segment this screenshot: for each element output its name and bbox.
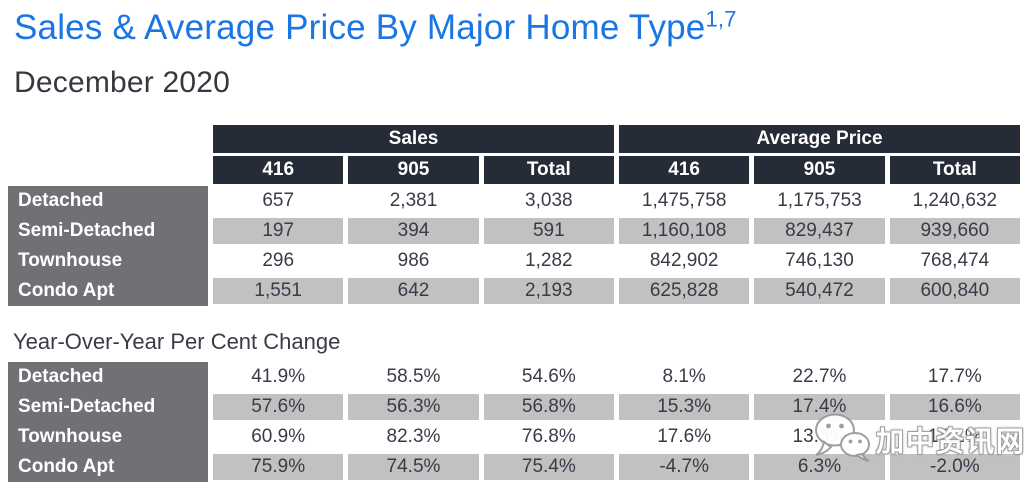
cell-yoy-sales-total: 75.4% (483, 452, 614, 482)
column-header-price-total: Total (889, 156, 1020, 184)
row-label: Condo Apt (8, 276, 208, 306)
cell-sales-905: 394 (348, 216, 479, 246)
yoy-row-condo-apt: Condo Apt 75.9% 74.5% 75.4% -4.7% 6.3% -… (8, 452, 1020, 482)
cell-sales-total: 2,193 (483, 276, 614, 306)
cell-sales-905: 2,381 (348, 186, 479, 216)
row-label: Detached (8, 362, 208, 392)
yoy-row-semi-detached: Semi-Detached 57.6% 56.3% 56.8% 15.3% 17… (8, 392, 1020, 422)
column-group-sales: Sales (213, 125, 614, 153)
cell-yoy-price-416: 17.6% (618, 422, 750, 452)
cell-sales-416: 296 (213, 246, 344, 276)
cell-yoy-sales-total: 54.6% (483, 362, 614, 392)
column-group-average-price: Average Price (619, 125, 1020, 153)
cell-yoy-sales-905: 58.5% (348, 362, 479, 392)
cell-sales-905: 642 (348, 276, 479, 306)
cell-yoy-price-905: 22.7% (754, 362, 885, 392)
cell-price-total: 1,240,632 (889, 186, 1020, 216)
header-spacer (8, 125, 208, 153)
table-row-semi-detached: Semi-Detached 197 394 591 1,160,108 829,… (8, 216, 1020, 246)
cell-yoy-price-total: -2.0% (889, 452, 1020, 482)
cell-sales-905: 986 (348, 246, 479, 276)
section-title-yoy: Year-Over-Year Per Cent Change (13, 329, 341, 354)
cell-price-416: 842,902 (618, 246, 750, 276)
cell-yoy-sales-905: 74.5% (348, 452, 479, 482)
cell-yoy-sales-905: 56.3% (348, 392, 479, 422)
cell-sales-total: 3,038 (483, 186, 614, 216)
cell-sales-total: 591 (483, 216, 614, 246)
cell-sales-416: 1,551 (213, 276, 344, 306)
cell-sales-416: 657 (213, 186, 344, 216)
cell-price-total: 939,660 (889, 216, 1020, 246)
cell-yoy-sales-total: 76.8% (483, 422, 614, 452)
row-label: Semi-Detached (8, 392, 208, 422)
cell-yoy-price-total: 16.6% (889, 392, 1020, 422)
yoy-percent-change-table: Detached 41.9% 58.5% 54.6% 8.1% 22.7% 17… (8, 362, 1020, 482)
column-header-price-416: 416 (618, 156, 750, 184)
yoy-row-townhouse: Townhouse 60.9% 82.3% 76.8% 17.6% 13.3% … (8, 422, 1020, 452)
page-title: Sales & Average Price By Major Home Type… (14, 8, 737, 48)
column-header-sales-416: 416 (213, 156, 344, 184)
cell-price-905: 540,472 (754, 276, 885, 306)
row-label: Townhouse (8, 422, 208, 452)
row-label: Semi-Detached (8, 216, 208, 246)
cell-price-416: 1,160,108 (618, 216, 750, 246)
cell-yoy-sales-905: 82.3% (348, 422, 479, 452)
cell-sales-total: 1,282 (483, 246, 614, 276)
cell-yoy-sales-416: 60.9% (213, 422, 344, 452)
header-spacer (8, 156, 208, 184)
column-header-sales-total: Total (483, 156, 614, 184)
column-group-header-row: Sales Average Price (8, 125, 1020, 153)
cell-yoy-sales-416: 41.9% (213, 362, 344, 392)
cell-price-905: 1,175,753 (754, 186, 885, 216)
cell-sales-416: 197 (213, 216, 344, 246)
table-row-townhouse: Townhouse 296 986 1,282 842,902 746,130 … (8, 246, 1020, 276)
yoy-row-detached: Detached 41.9% 58.5% 54.6% 8.1% 22.7% 17… (8, 362, 1020, 392)
sales-average-price-table: Sales Average Price 416 905 Total 416 90… (8, 125, 1020, 306)
row-label: Condo Apt (8, 452, 208, 482)
cell-yoy-price-416: 15.3% (618, 392, 750, 422)
cell-yoy-price-total: 14.1% (889, 422, 1020, 452)
cell-yoy-price-905: 13.3% (754, 422, 885, 452)
sub-header-row: 416 905 Total 416 905 Total (8, 156, 1020, 184)
table-row-detached: Detached 657 2,381 3,038 1,475,758 1,175… (8, 186, 1020, 216)
cell-yoy-sales-416: 75.9% (213, 452, 344, 482)
cell-price-905: 746,130 (754, 246, 885, 276)
row-label: Detached (8, 186, 208, 216)
table-row-condo-apt: Condo Apt 1,551 642 2,193 625,828 540,47… (8, 276, 1020, 306)
cell-yoy-price-416: 8.1% (618, 362, 750, 392)
cell-price-905: 829,437 (754, 216, 885, 246)
column-header-sales-905: 905 (348, 156, 479, 184)
row-label: Townhouse (8, 246, 208, 276)
cell-yoy-price-total: 17.7% (889, 362, 1020, 392)
column-header-price-905: 905 (754, 156, 885, 184)
report-date: December 2020 (14, 66, 231, 99)
cell-yoy-sales-416: 57.6% (213, 392, 344, 422)
cell-price-416: 1,475,758 (618, 186, 750, 216)
title-footnote-marker: 1,7 (705, 6, 737, 32)
cell-yoy-price-905: 17.4% (754, 392, 885, 422)
cell-price-total: 768,474 (889, 246, 1020, 276)
cell-yoy-price-905: 6.3% (754, 452, 885, 482)
cell-yoy-price-416: -4.7% (618, 452, 750, 482)
cell-yoy-sales-total: 56.8% (483, 392, 614, 422)
page-title-text: Sales & Average Price By Major Home Type (14, 8, 706, 47)
cell-price-total: 600,840 (889, 276, 1020, 306)
cell-price-416: 625,828 (618, 276, 750, 306)
